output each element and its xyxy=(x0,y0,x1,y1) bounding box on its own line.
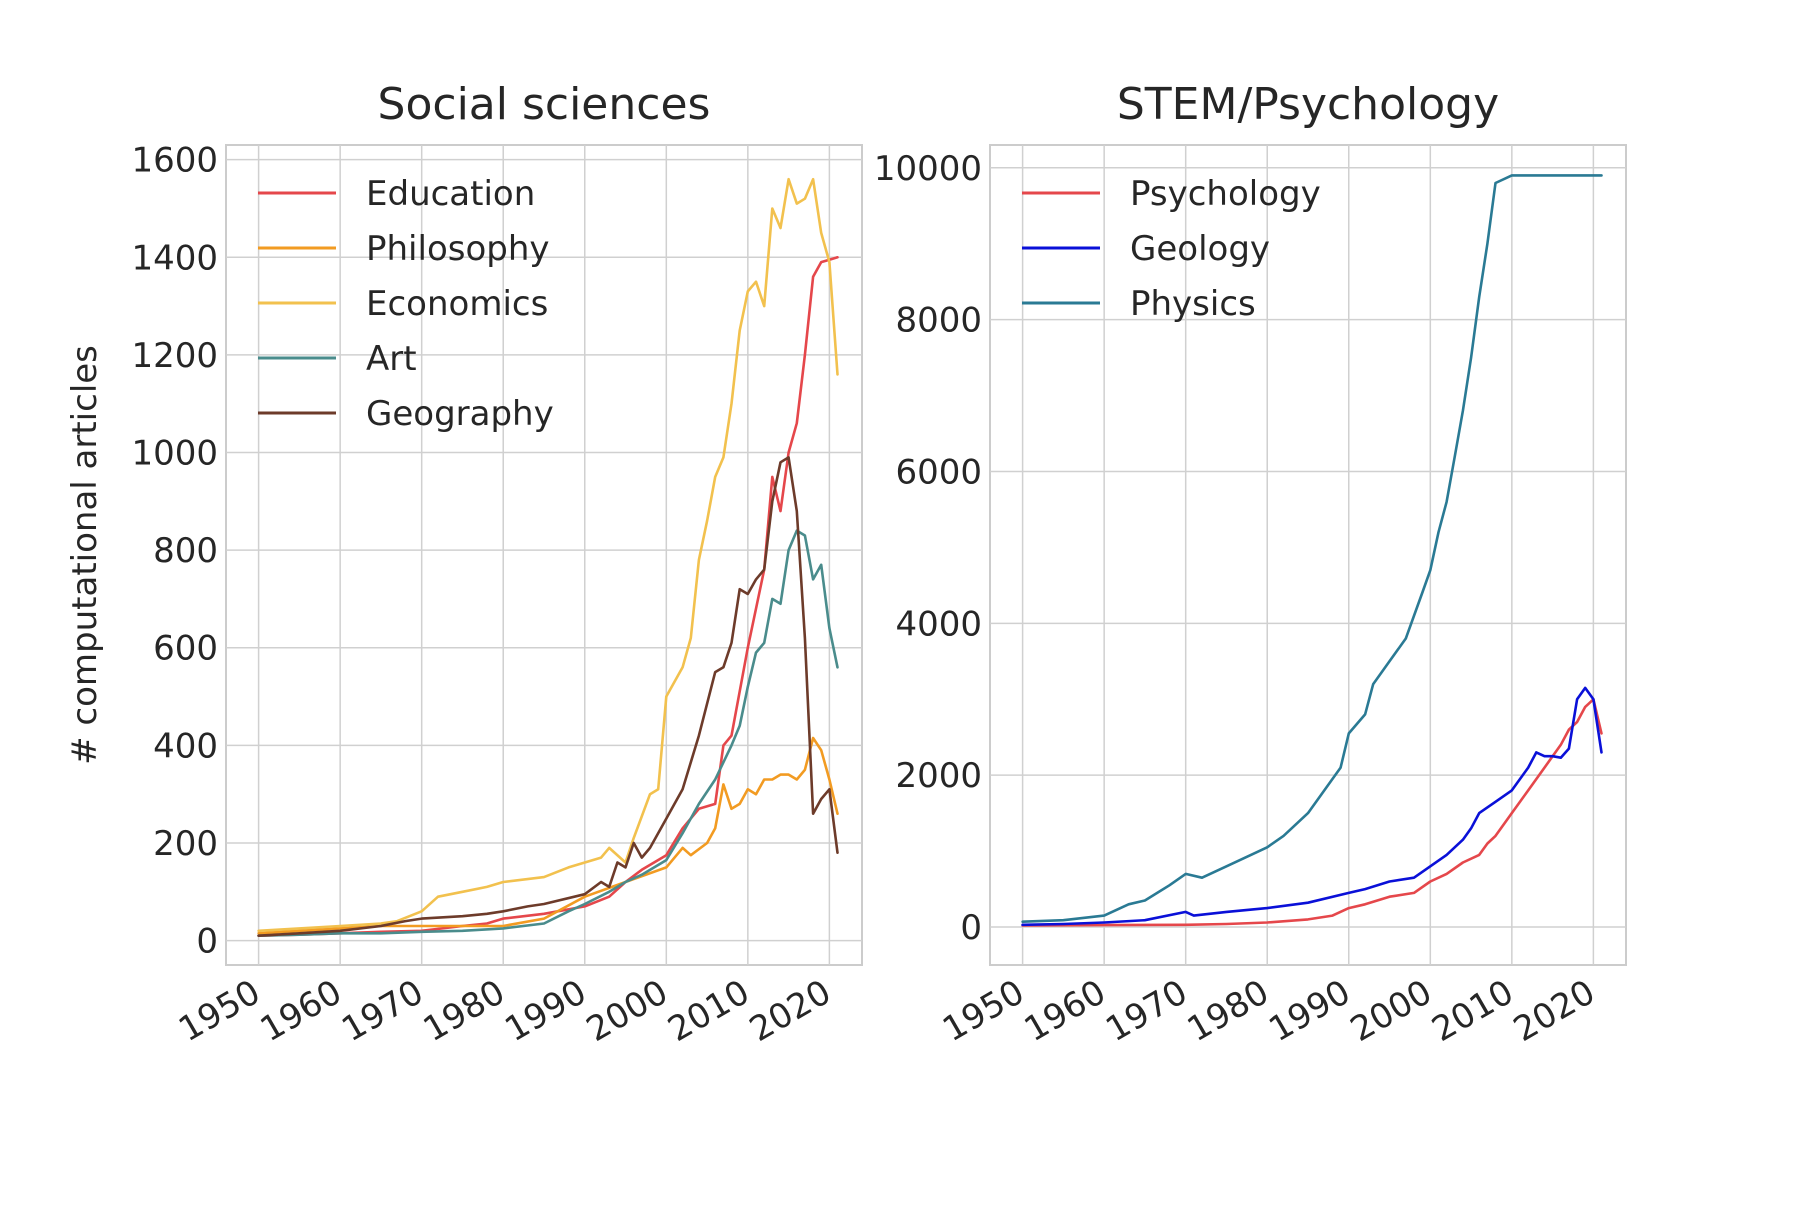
y-tick-label: 1400 xyxy=(131,238,218,278)
y-tick-label: 600 xyxy=(153,629,218,669)
series-lines xyxy=(1021,174,1603,927)
x-tick-label: 1970 xyxy=(1099,972,1194,1050)
series-lines xyxy=(257,177,839,938)
x-tick-label: 1990 xyxy=(498,972,593,1050)
y-tick-labels: 0 200 400 600 800 1000 1200 1400 1600 xyxy=(131,141,218,962)
legend-label: Physics xyxy=(1130,284,1256,324)
y-tick-label: 800 xyxy=(153,531,218,571)
legend-label: Education xyxy=(366,174,535,214)
x-tick-label: 2020 xyxy=(743,972,838,1050)
x-tick-label: 2000 xyxy=(580,972,675,1050)
series-line-education xyxy=(257,255,839,938)
y-tick-label: 1000 xyxy=(131,434,218,474)
y-tick-label: 400 xyxy=(153,726,218,766)
y-tick-label: 4000 xyxy=(895,604,982,644)
x-tick-label: 1960 xyxy=(1018,972,1113,1050)
y-tick-label: 2000 xyxy=(895,756,982,796)
y-tick-label: 1200 xyxy=(131,336,218,376)
x-tick-label: 1950 xyxy=(172,972,267,1050)
legend: Education Philosophy Economics Art Geography xyxy=(258,174,554,434)
x-tick-label: 1990 xyxy=(1262,972,1357,1050)
x-tick-label: 1980 xyxy=(1181,972,1276,1050)
series-line-geography xyxy=(257,456,839,938)
legend-label: Economics xyxy=(366,284,548,324)
y-tick-label: 1600 xyxy=(131,141,218,181)
x-tick-label: 1980 xyxy=(417,972,512,1050)
plot-frame xyxy=(989,144,1627,966)
chart-title: STEM/Psychology xyxy=(1117,79,1499,130)
grid-lines xyxy=(226,145,862,965)
y-tick-label: 6000 xyxy=(895,452,982,492)
y-tick-label: 10000 xyxy=(874,149,982,189)
x-tick-label: 2000 xyxy=(1344,972,1439,1050)
y-tick-label: 200 xyxy=(153,824,218,864)
y-tick-label: 0 xyxy=(196,922,218,962)
legend-label: Geography xyxy=(366,394,554,434)
grid-lines xyxy=(990,145,1626,965)
legend-label: Psychology xyxy=(1130,174,1321,214)
series-line-geology xyxy=(1021,686,1603,927)
legend-label: Art xyxy=(366,339,417,379)
series-line-economics xyxy=(257,177,839,933)
x-tick-label: 2010 xyxy=(661,972,756,1050)
y-tick-labels: 0 2000 4000 6000 8000 10000 xyxy=(874,149,982,948)
series-line-philosophy xyxy=(257,736,839,935)
x-tick-label: 1960 xyxy=(254,972,349,1050)
x-tick-label: 2010 xyxy=(1425,972,1520,1050)
y-tick-label: 0 xyxy=(960,908,982,948)
y-tick-label: 8000 xyxy=(895,301,982,341)
y-axis-label: # computational articles xyxy=(65,345,105,765)
legend: Psychology Geology Physics xyxy=(1022,174,1321,324)
series-line-physics xyxy=(1021,174,1603,924)
chart-title: Social sciences xyxy=(378,79,711,130)
plot-frame xyxy=(225,144,863,966)
x-tick-label: 1970 xyxy=(335,972,430,1050)
legend-label: Philosophy xyxy=(366,229,550,269)
x-tick-label: 1950 xyxy=(936,972,1031,1050)
series-line-psychology xyxy=(1021,697,1603,927)
legend-label: Geology xyxy=(1130,229,1270,269)
x-tick-label: 2020 xyxy=(1507,972,1602,1050)
